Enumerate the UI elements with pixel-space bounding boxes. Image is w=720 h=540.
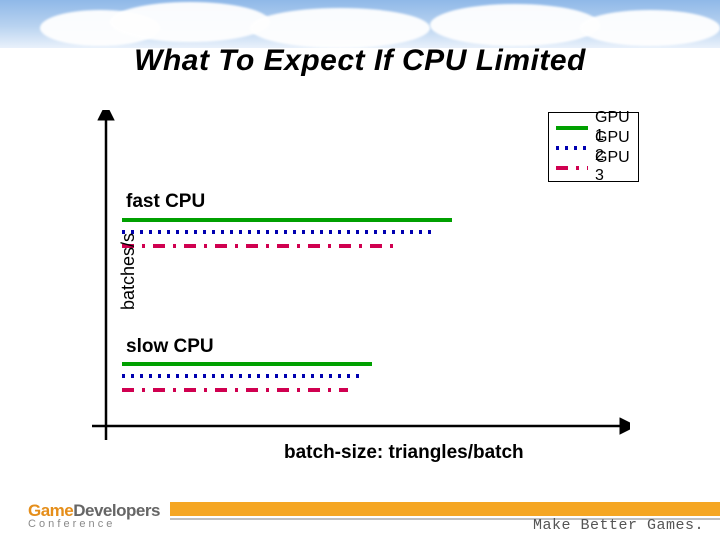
chart-svg bbox=[70, 110, 630, 460]
cloud bbox=[580, 10, 720, 46]
legend-swatch bbox=[555, 161, 589, 173]
slide: What To Expect If CPU Limited batches/s … bbox=[0, 0, 720, 540]
logo-subtext: C o n f e r e n c e bbox=[28, 518, 112, 530]
x-axis-label: batch-size: triangles/batch bbox=[284, 442, 524, 464]
cloud bbox=[110, 2, 270, 42]
group-label: fast CPU bbox=[126, 191, 205, 213]
conference-logo: GameDevelopers C o n f e r e n c e bbox=[28, 502, 160, 530]
cloud bbox=[250, 8, 430, 48]
footer-accent-bar bbox=[170, 502, 720, 516]
footer-tagline: Make Better Games. bbox=[533, 517, 704, 534]
legend-item-gpu3: GPU 3 bbox=[555, 157, 630, 177]
legend-label: GPU 3 bbox=[595, 149, 630, 185]
legend-swatch bbox=[555, 121, 589, 133]
legend-swatch bbox=[555, 141, 589, 153]
y-axis-label: batches/s bbox=[118, 233, 139, 310]
footer: GameDevelopers C o n f e r e n c e Make … bbox=[0, 480, 720, 540]
cloud bbox=[430, 4, 600, 46]
group-label: slow CPU bbox=[126, 336, 214, 358]
chart-area: batches/s batch-size: triangles/batch fa… bbox=[70, 110, 630, 440]
slide-title: What To Expect If CPU Limited bbox=[0, 44, 720, 78]
legend: GPU 1GPU 2GPU 3 bbox=[548, 112, 639, 182]
